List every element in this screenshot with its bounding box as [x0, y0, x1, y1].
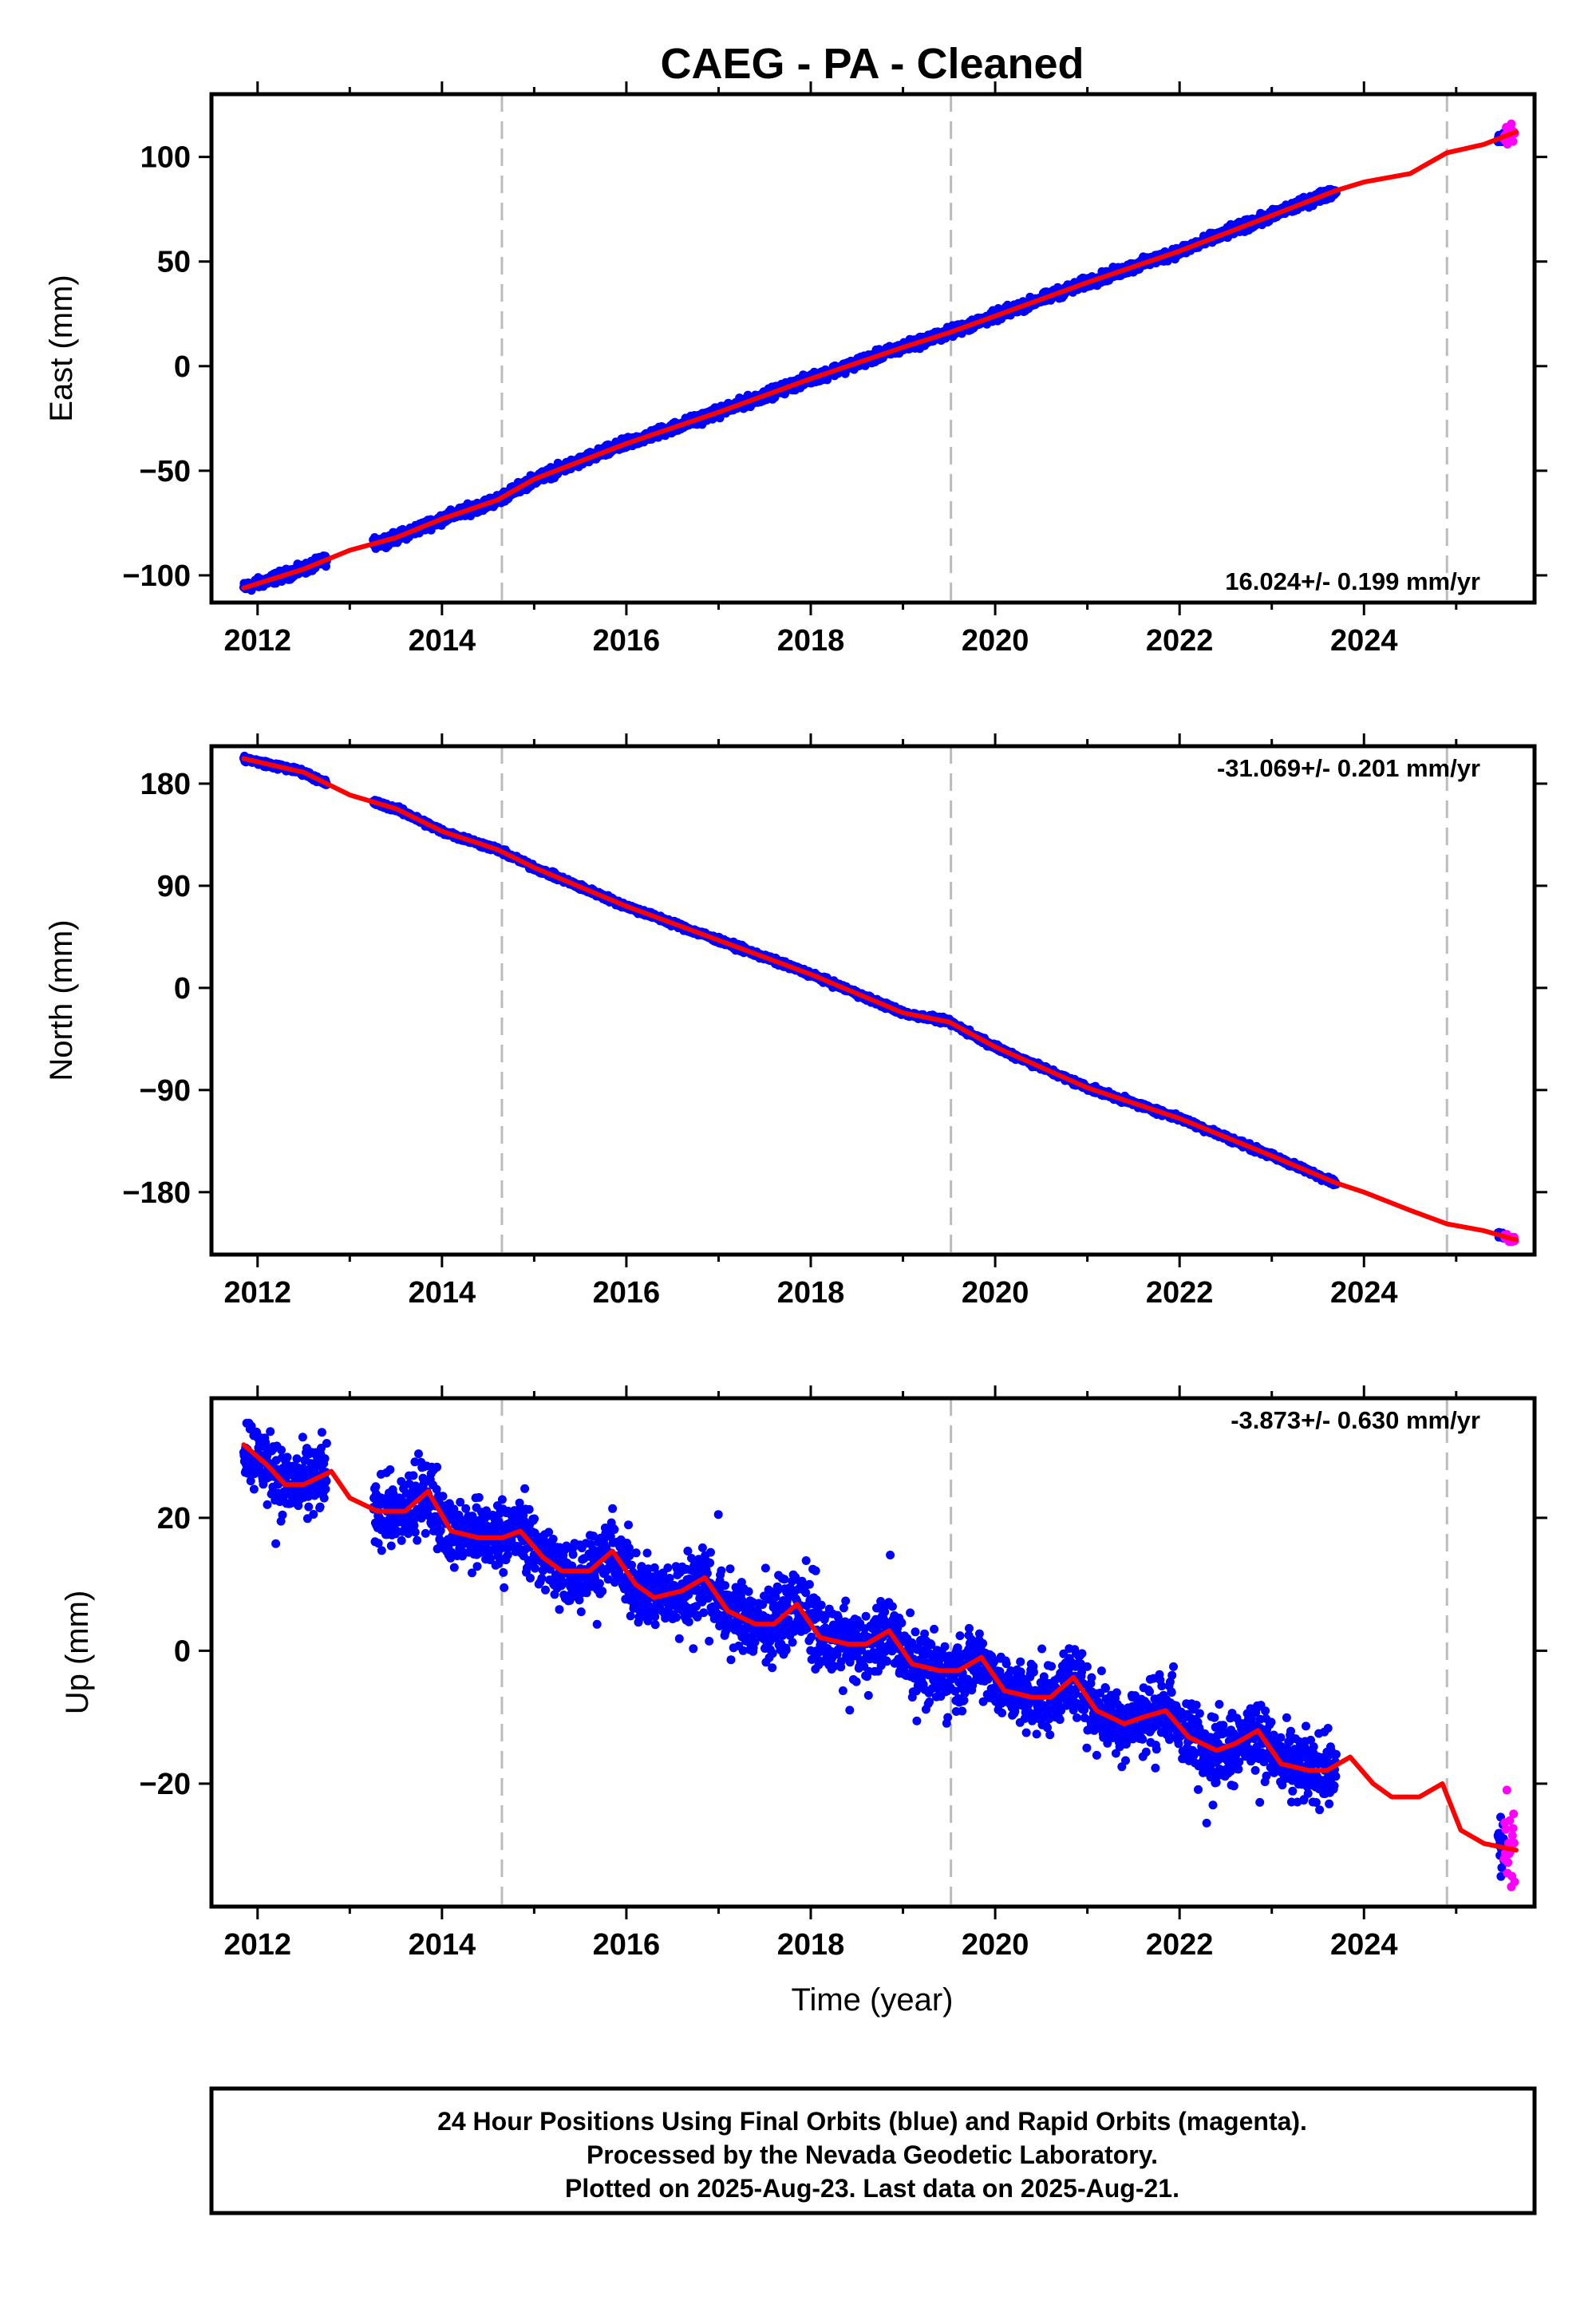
- y-tick-label: −100: [122, 559, 191, 593]
- y-tick-label: 100: [140, 141, 191, 175]
- rapid-orbit-point: [1508, 136, 1518, 146]
- x-tick-label: 2020: [962, 624, 1029, 658]
- x-tick-label: 2024: [1330, 624, 1398, 658]
- east-panel: 2012 2014 2016 2018 2020 2022 2024 −100 −50 0 50 10…: [44, 81, 1547, 658]
- y-tick-label: 0: [174, 350, 191, 384]
- x-tick-label: 2018: [777, 624, 845, 658]
- east-rate-label: 16.024+/- 0.199 mm/yr: [1225, 567, 1480, 595]
- y-tick-label: 50: [157, 246, 191, 279]
- x-tick-label: 2022: [1146, 624, 1214, 658]
- east-ylabel: East (mm): [44, 275, 79, 421]
- x-tick-label: 2016: [593, 624, 661, 658]
- y-tick-label: −50: [140, 455, 191, 488]
- x-tick-label: 2014: [409, 624, 476, 658]
- x-tick-label: 2012: [223, 624, 291, 658]
- figure-title: CAEG - PA - Cleaned: [660, 40, 1084, 88]
- north-panel: 2012 2014 2016 2018 2020 2022 2024−180−9009018…: [44, 733, 1547, 1310]
